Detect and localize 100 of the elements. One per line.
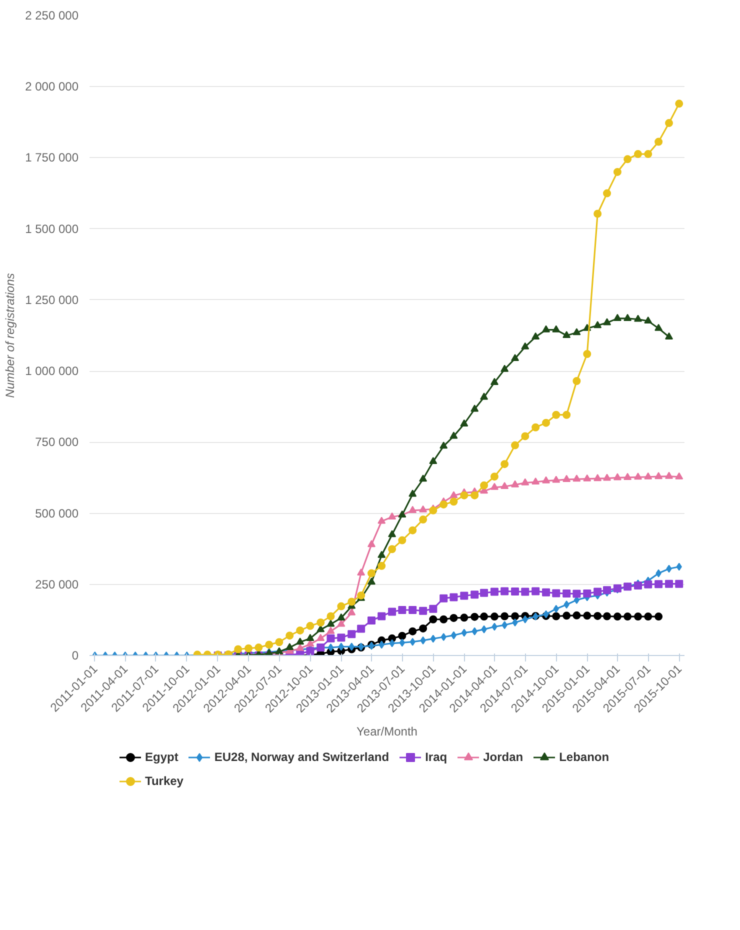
point (613, 314, 622, 321)
point (675, 100, 684, 108)
x-axis-title: Year/Month (356, 724, 418, 738)
point (348, 642, 354, 651)
point (532, 332, 540, 340)
point (398, 632, 406, 640)
point (500, 612, 509, 620)
point (564, 600, 570, 609)
point (440, 633, 446, 642)
point (440, 615, 448, 624)
point (286, 632, 294, 640)
point (419, 516, 428, 524)
point (460, 491, 468, 500)
point (552, 325, 560, 332)
point (490, 472, 498, 481)
point (500, 460, 509, 468)
point (613, 612, 622, 621)
y-tick-label: 1 000 000 (25, 364, 79, 378)
point (430, 634, 436, 643)
point (450, 432, 458, 439)
point (552, 476, 560, 483)
point (594, 612, 602, 620)
point (572, 590, 581, 598)
point (460, 419, 468, 426)
point (337, 620, 346, 627)
point (675, 472, 684, 480)
point (500, 482, 509, 490)
y-axis-title: Number of registrations (3, 273, 18, 398)
point (326, 620, 335, 627)
point (420, 636, 426, 644)
point (419, 474, 428, 482)
point (378, 612, 386, 620)
point (572, 474, 581, 482)
point (470, 590, 479, 599)
point (511, 480, 520, 488)
point (613, 168, 622, 176)
point (306, 634, 314, 641)
point (429, 456, 438, 464)
point (594, 474, 602, 482)
point (624, 314, 632, 321)
point (502, 621, 508, 630)
point (419, 606, 428, 615)
y-tick-label: 250 000 (35, 577, 79, 592)
point (542, 325, 550, 332)
point (450, 593, 458, 602)
point (337, 634, 346, 642)
point (378, 562, 386, 570)
legend-label: Lebanon (559, 750, 610, 764)
point (419, 624, 428, 632)
point (572, 377, 581, 386)
point (388, 545, 396, 554)
point (490, 378, 498, 385)
point (490, 588, 498, 596)
point (480, 481, 488, 490)
point (594, 588, 602, 596)
point (521, 478, 530, 486)
point (326, 612, 335, 620)
point (378, 640, 384, 649)
point (399, 638, 405, 647)
point (583, 612, 592, 620)
point (461, 628, 467, 637)
point (511, 588, 520, 596)
point (348, 630, 356, 638)
point (419, 505, 428, 512)
point (408, 606, 417, 614)
point (306, 622, 314, 630)
point (410, 638, 416, 646)
point (492, 622, 498, 631)
point (408, 526, 417, 534)
point (676, 562, 682, 571)
point (296, 638, 304, 645)
legend-label: EU28, Norway and Switzerland (214, 750, 390, 764)
point (634, 314, 642, 322)
point (511, 612, 520, 620)
point (337, 602, 346, 610)
point (328, 644, 334, 652)
point (490, 482, 498, 490)
point (562, 410, 571, 419)
point (338, 642, 344, 651)
y-tick-label: 2 250 000 (25, 8, 79, 22)
point (594, 321, 602, 328)
point (521, 432, 530, 440)
point (644, 612, 652, 621)
point (500, 364, 509, 372)
point (337, 613, 346, 620)
point (440, 594, 448, 602)
point (408, 506, 417, 513)
point (440, 500, 448, 508)
point (408, 627, 417, 636)
point (450, 498, 458, 506)
point (656, 569, 662, 578)
legend-label: Turkey (145, 774, 184, 788)
point (634, 150, 642, 158)
y-tick-label: 1 500 000 (25, 222, 79, 236)
point (603, 318, 612, 326)
point (562, 589, 571, 598)
point (368, 616, 376, 625)
y-tick-label: 2 000 000 (25, 80, 79, 94)
point (603, 612, 612, 620)
y-tick-label: 1 750 000 (25, 150, 79, 165)
